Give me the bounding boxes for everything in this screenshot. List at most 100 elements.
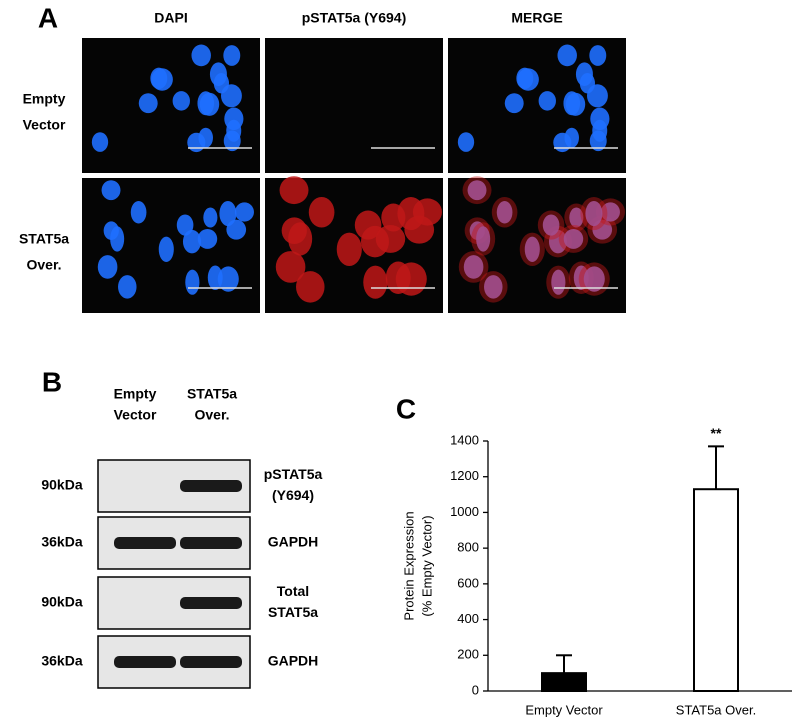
nucleus [557,44,577,67]
cytoplasm-stain [395,262,427,296]
nucleus [110,226,125,252]
column-header: DAPI [154,10,187,26]
target-label: pSTAT5a [264,466,323,482]
target-label: Total [277,583,309,599]
cytoplasm-stain [296,271,325,303]
nucleus [524,236,540,262]
panel-label: B [42,366,62,397]
nucleus [590,107,610,131]
target-label: GAPDH [268,653,319,669]
band [114,537,176,549]
cytoplasm-stain [375,224,406,253]
cytoplasm-stain [491,197,518,228]
row-label: Empty [23,91,66,107]
nucleus [589,130,607,152]
column-header: pSTAT5a (Y694) [302,10,407,26]
cytoplasm-stain [537,210,565,240]
nucleus [101,180,121,201]
nucleus [197,228,218,249]
cytoplasm-stain [336,232,362,266]
size-label: 36kDa [41,534,82,550]
row-label: STAT5a [19,231,69,247]
cytoplasm-stain [288,222,313,256]
nucleus [158,236,174,262]
cytoplasm-stain [462,176,492,205]
lane-label: Over. [194,407,229,423]
y-tick-label: 1400 [450,432,479,447]
bar [693,488,739,693]
significance: ** [711,425,722,441]
row-label: Vector [23,117,66,133]
nucleus [199,92,220,116]
cytoplasm-stain [363,265,388,299]
nucleus [457,132,475,152]
cytoplasm-stain [558,224,589,253]
column-header: MERGE [511,10,562,26]
cytoplasm-stain [397,196,425,231]
cytoplasm-stain [519,232,545,266]
nucleus [182,229,202,254]
cytoplasm-stain [595,198,625,226]
nucleus [538,91,556,111]
nucleus [496,201,513,224]
nucleus [463,255,484,279]
lane-label: Vector [114,407,157,423]
cytoplasm-stain [354,210,382,240]
row-label: Over. [26,257,61,273]
y-tick-label: 1000 [450,504,479,519]
target-label: (Y694) [272,487,314,503]
nucleus [176,214,194,236]
nucleus [130,201,147,224]
band [114,656,176,668]
cytoplasm-stain [308,197,335,228]
size-label: 90kDa [41,477,82,493]
cytoplasm-stain [578,262,610,296]
target-label: STAT5a [268,604,318,620]
nucleus [224,107,244,131]
nucleus [138,93,158,114]
nucleus [600,202,620,222]
y-tick-label: 600 [457,575,479,590]
cytoplasm-stain [275,251,306,283]
nucleus [91,132,109,152]
panel-label: C [396,393,416,424]
nucleus [476,226,491,252]
nucleus [217,266,239,292]
nucleus [223,130,241,152]
lane-label: STAT5a [187,386,237,402]
nucleus [220,84,242,108]
cytoplasm-stain [580,196,608,231]
target-label: GAPDH [268,534,319,550]
band [180,480,242,492]
nucleus [185,269,200,295]
nucleus [565,92,586,116]
x-tick-label: STAT5a Over. [676,702,756,717]
nucleus [504,93,524,114]
y-tick-label: 0 [472,682,479,697]
cytoplasm-stain [279,176,309,205]
bar [541,672,587,693]
panel-label: A [38,2,58,33]
y-axis-label: (% Empty Vector) [419,515,434,616]
nucleus [223,45,241,66]
micrograph [265,38,443,173]
nucleus [589,45,607,66]
band [180,656,242,668]
y-tick-label: 800 [457,540,479,555]
nucleus [234,202,254,222]
nucleus [172,91,190,111]
cytoplasm-stain [458,251,489,283]
nucleus [467,180,487,201]
nucleus [586,84,608,108]
x-tick-label: Empty Vector [525,702,603,717]
nucleus [583,266,605,292]
nucleus [484,275,503,299]
y-axis-label: Protein Expression [401,511,416,620]
nucleus [118,275,137,299]
size-label: 90kDa [41,594,82,610]
cytoplasm-stain [471,222,496,256]
nucleus [563,228,584,249]
size-label: 36kDa [41,653,82,669]
nucleus [553,132,572,153]
